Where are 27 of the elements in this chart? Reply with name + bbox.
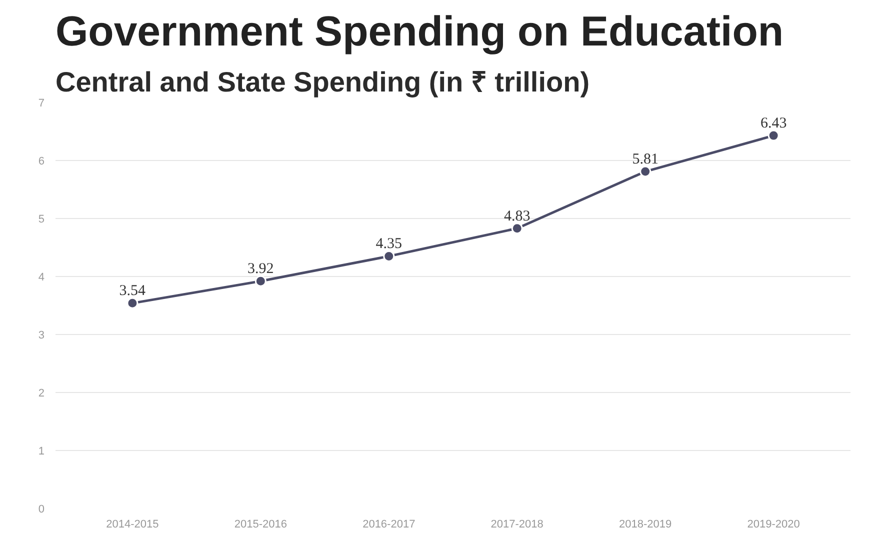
data-label: 3.54 (119, 283, 146, 300)
point (640, 166, 652, 178)
point (126, 297, 138, 309)
y-tick-label: 3 (38, 330, 45, 342)
x-tick-label: 2019-2020 (747, 518, 800, 530)
y-tick-label: 2 (38, 388, 45, 400)
y-tick-label: 7 (38, 98, 45, 110)
x-tick-label: 2016-2017 (362, 518, 416, 530)
y-tick-label: 0 (38, 504, 45, 516)
point (768, 130, 780, 142)
x-tick-label: 2018-2019 (619, 518, 672, 530)
data-label: 4.83 (504, 208, 530, 224)
data-label: 5.81 (632, 152, 658, 168)
point (511, 222, 523, 234)
y-tick-label: 5 (38, 214, 45, 226)
x-tick-label: 2017-2018 (490, 518, 544, 530)
y-tick-label: 1 (38, 446, 45, 458)
x-tick-label: 2014-2015 (106, 518, 159, 530)
chart-subtitle: Central and State Spending (in ₹ trillion) (56, 66, 590, 98)
data-label: 3.92 (248, 261, 274, 278)
y-tick-label: 6 (38, 156, 45, 168)
x-tick-label: 2015-2016 (234, 518, 287, 530)
point (254, 275, 266, 287)
y-tick-label: 4 (38, 272, 45, 284)
data-label: 6.43 (760, 116, 787, 132)
chart-title: Government Spending on Education (56, 8, 784, 54)
data-label: 4.35 (376, 236, 402, 252)
